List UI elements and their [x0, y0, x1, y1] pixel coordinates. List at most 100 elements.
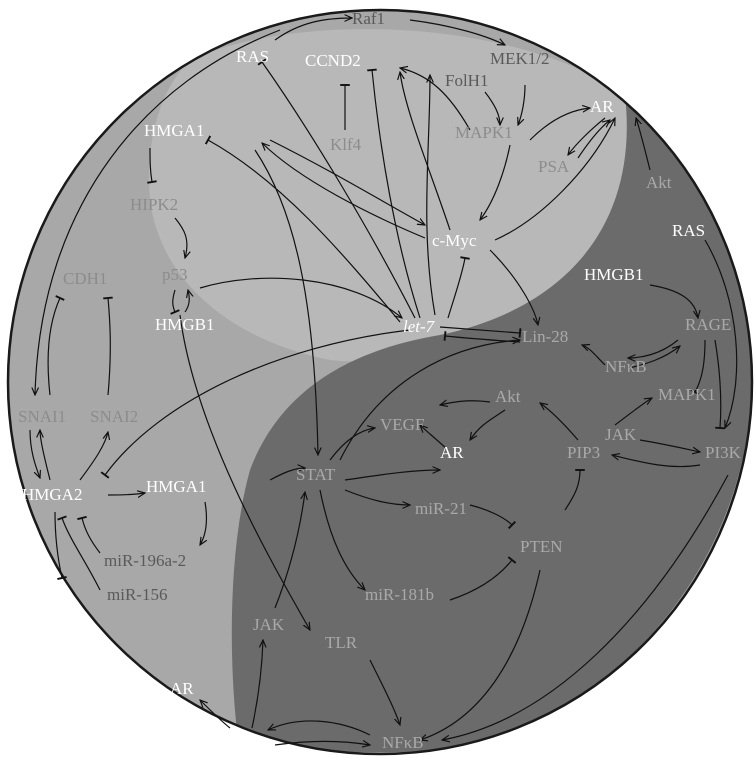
- edge-rage-nfkb: [628, 339, 679, 358]
- edge-raf1-mek: [409, 19, 505, 45]
- edge-nfkb-lin28: [582, 345, 606, 366]
- edge-jak-mapk1: [614, 398, 652, 426]
- edge-lin28-let7: [443, 331, 521, 343]
- node-nfkb-right: NFκB: [605, 357, 647, 376]
- edge-let7-hmga1: [204, 135, 401, 323]
- edge-tlr-nfkb: [369, 659, 400, 725]
- edge-cmyc-hmga1: [262, 143, 426, 239]
- node-hmgb1-left: HMGB1: [155, 315, 215, 334]
- node-lin28: Lin-28: [522, 327, 568, 346]
- edge-mapk1-ar: [529, 108, 590, 141]
- node-stat: STAT: [296, 465, 336, 484]
- edge-mapk1-ccnd2: [400, 68, 471, 131]
- node-hmga1-bottom: HMGA1: [146, 477, 206, 496]
- node-rage: RAGE: [685, 315, 731, 334]
- edge-ras-raf1: [274, 18, 352, 41]
- node-psa: PSA: [538, 157, 570, 176]
- node-vegf: VEGF: [380, 415, 424, 434]
- edge-il6-ar: [200, 700, 231, 729]
- edge-hmgb1-rage: [649, 284, 698, 318]
- node-mapk1-top: MAPK1: [455, 123, 513, 142]
- node-hmga1-top: HMGA1: [144, 121, 204, 140]
- edge-mir21-pten: [469, 504, 517, 530]
- edge-let7-ras: [257, 58, 416, 319]
- edge-ar-vegf: [420, 425, 449, 451]
- edge-hmga2-hmga1: [107, 493, 145, 495]
- node-jak-bottom: JAK: [253, 615, 285, 634]
- edge-hmgb1-left-tlr: [179, 314, 310, 630]
- edge-cmyc-ar: [494, 118, 615, 241]
- edge-nfkb-il6: [268, 720, 371, 736]
- node-cmyc: c-Myc: [432, 231, 477, 250]
- node-ar-mid: AR: [440, 443, 464, 462]
- edge-mek-mapk1: [518, 84, 526, 125]
- edge-folh1-mapk1: [484, 91, 500, 125]
- edge-mir156-hmga2: [57, 515, 101, 591]
- edge-stat-lin28: [339, 340, 520, 461]
- edge-il6-nfkb: [274, 741, 370, 745]
- node-mir156: miR-156: [107, 585, 167, 604]
- edge-jak-pi3k: [639, 439, 700, 452]
- edge-hmga1-stat: [254, 149, 318, 455]
- node-p53: p53: [162, 265, 188, 284]
- edge-hmga1-bottom-stat: [269, 468, 305, 481]
- edge-ras-right-pi3k: [704, 239, 738, 428]
- node-mir21: miR-21: [415, 499, 467, 518]
- edge-snai1-hmga2: [29, 429, 40, 478]
- node-snai2: SNAI2: [90, 407, 138, 426]
- node-raf1: Raf1: [352, 9, 385, 28]
- edge-mir181b-pten: [449, 556, 517, 601]
- edge-hipk2-p53: [174, 217, 187, 258]
- node-tlr: TLR: [325, 633, 358, 652]
- edge-akt-ar-mid: [470, 409, 506, 440]
- edge-jak-stat: [274, 492, 305, 609]
- edge-p53-let7: [199, 277, 402, 318]
- edge-let7-ccnd2: [367, 68, 421, 319]
- background-regions: [8, 10, 752, 754]
- edge-cmyc-lin28: [489, 249, 538, 325]
- node-pip3: PIP3: [567, 443, 600, 462]
- edge-let7-mapk1: [427, 75, 436, 316]
- node-jak-right: JAK: [605, 425, 637, 444]
- edge-mapk1-cmyc: [480, 144, 511, 220]
- node-snai1: SNAI1: [18, 407, 66, 426]
- edge-rage-pi3k: [714, 339, 725, 430]
- edge-hmga1-snai1-left: [35, 29, 281, 395]
- edge-stat-mir181b: [319, 489, 365, 590]
- edge-let7-cmyc: [447, 256, 470, 319]
- node-mir181b: miR-181b: [365, 585, 434, 604]
- node-nfkb-bottom: NFκB: [382, 733, 424, 752]
- edge-rage-mapk1: [690, 339, 706, 396]
- node-labels: Raf1 RAS CCND2 MEK1/2 FolH1 AR HMGA1 Klf…: [18, 9, 742, 752]
- edge-pi3k-pip3: [612, 455, 701, 468]
- edge-snai2-cdh1: [103, 296, 113, 396]
- node-ras-right: RAS: [672, 221, 705, 240]
- node-akt-right: Akt: [646, 173, 672, 192]
- edge-mir196-hmga2: [77, 515, 101, 554]
- edge-hmgb1-p53: [184, 290, 189, 313]
- edge-hmga1-mir196: [200, 501, 206, 545]
- edge-pi3k-nfkb-bottom: [442, 474, 729, 740]
- node-ar-top: AR: [590, 97, 614, 116]
- edge-stat-mir21: [344, 489, 410, 505]
- node-mir196a2: miR-196a-2: [104, 551, 186, 570]
- edge-hmga1-cmyc: [269, 139, 425, 225]
- edge-psa-ar: [577, 120, 610, 159]
- edge-stat-ar: [344, 470, 440, 481]
- node-ras-top: RAS: [236, 47, 269, 66]
- edge-pip3-akt: [540, 403, 579, 441]
- edge-let7-hmga2: [100, 329, 411, 479]
- edge-hmga2-snai2: [79, 432, 108, 481]
- node-akt-mid: Akt: [495, 387, 521, 406]
- edge-pten-nfkb: [420, 569, 541, 740]
- edges: [29, 18, 738, 745]
- edge-nfkb-rage: [627, 346, 680, 369]
- node-hmga2: HMGA2: [22, 485, 82, 504]
- edge-il6-jak: [251, 640, 263, 729]
- node-mek12: MEK1/2: [490, 49, 550, 68]
- edge-p53-hmgb1: [170, 289, 180, 315]
- node-hmgb1-right: HMGB1: [584, 265, 644, 284]
- node-klf4: Klf4: [330, 135, 362, 154]
- node-folh1: FolH1: [445, 71, 488, 90]
- node-let7: let-7: [403, 317, 436, 336]
